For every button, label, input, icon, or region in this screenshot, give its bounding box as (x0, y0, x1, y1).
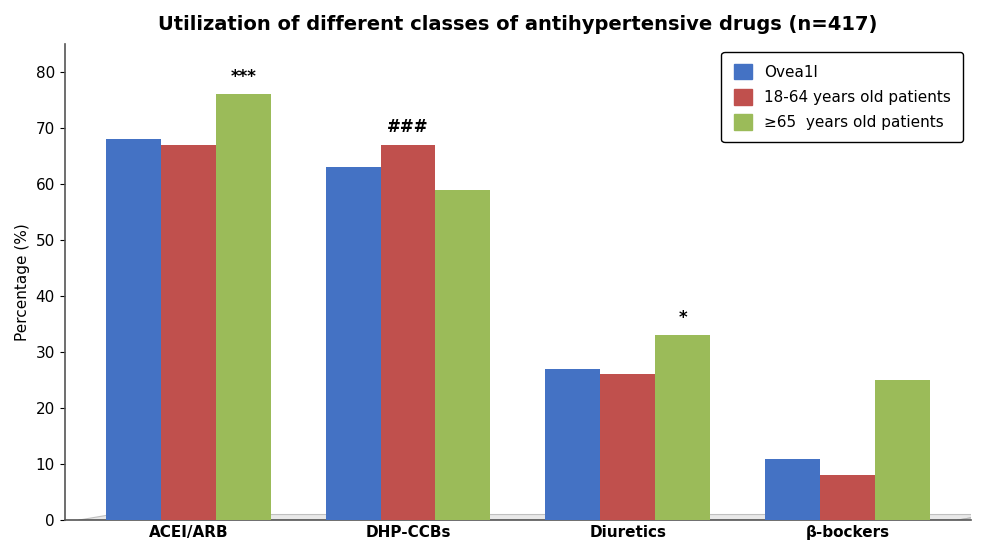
Bar (875, 380, 930, 520)
Bar (765, 458, 820, 520)
Bar (106, 139, 161, 520)
Bar (820, 475, 875, 520)
Text: ###: ### (387, 118, 429, 137)
Y-axis label: Percentage (%): Percentage (%) (15, 223, 30, 341)
Title: Utilization of different classes of antihypertensive drugs (n=417): Utilization of different classes of anti… (158, 15, 878, 34)
Bar (325, 167, 381, 520)
Bar (381, 145, 436, 520)
Bar (545, 369, 600, 520)
Polygon shape (78, 514, 986, 520)
Text: *: * (678, 309, 687, 327)
Legend: Ovea1l, 18-64 years old patients, ≥65  years old patients: Ovea1l, 18-64 years old patients, ≥65 ye… (722, 52, 963, 142)
Bar (161, 145, 216, 520)
Bar (436, 190, 490, 520)
Text: ***: *** (231, 68, 256, 86)
Bar (655, 335, 710, 520)
Bar (600, 375, 655, 520)
Bar (216, 94, 270, 520)
Polygon shape (957, 514, 986, 523)
